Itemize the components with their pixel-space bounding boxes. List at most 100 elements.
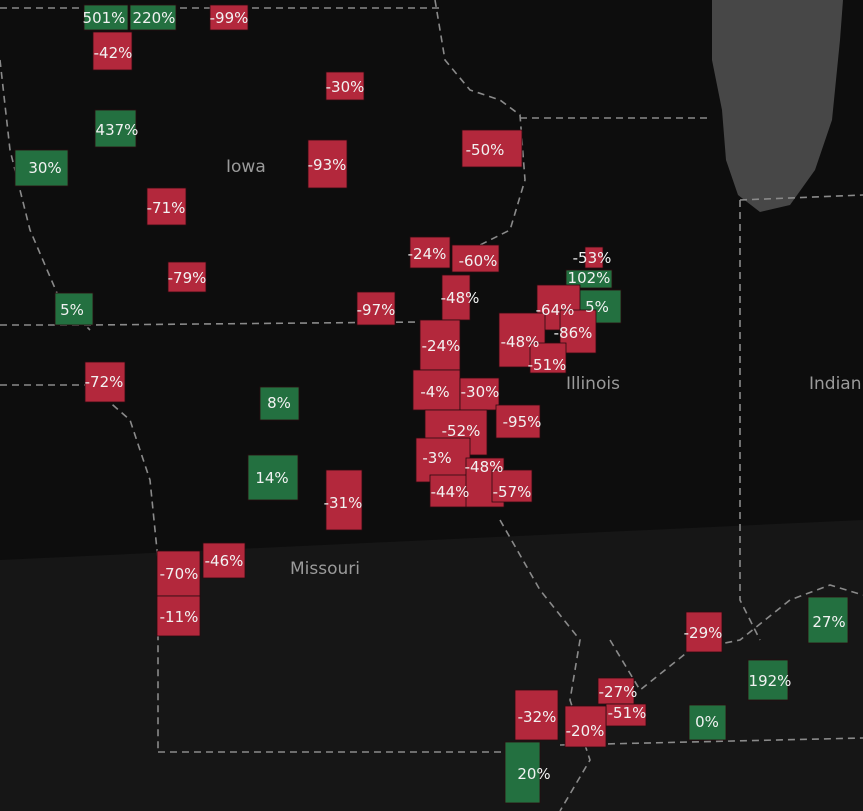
county-change-label: -51% bbox=[608, 704, 647, 722]
lake-michigan bbox=[712, 0, 843, 212]
county-change-label: -60% bbox=[459, 252, 498, 270]
county-decrease[interactable] bbox=[325, 71, 365, 101]
county-change-label: 20% bbox=[517, 765, 550, 783]
county-change-label: -51% bbox=[528, 356, 567, 374]
county-decrease[interactable] bbox=[584, 246, 604, 269]
county-change-label: -3% bbox=[422, 449, 451, 467]
county-increase[interactable] bbox=[14, 149, 69, 187]
county-label-layer: 501% 220% -99% -42% -30% 437% 30% -50% -93% -71% -… bbox=[28, 9, 845, 783]
county-decrease[interactable] bbox=[209, 4, 249, 31]
county-decrease[interactable] bbox=[529, 342, 567, 374]
county-decrease[interactable] bbox=[451, 244, 500, 273]
county-increase[interactable] bbox=[247, 454, 299, 501]
county-decrease[interactable] bbox=[461, 129, 523, 168]
county-increase[interactable] bbox=[259, 386, 300, 421]
border-west-nebraska bbox=[0, 59, 91, 331]
county-decrease[interactable] bbox=[412, 369, 461, 411]
county-change-label: 5% bbox=[585, 298, 609, 316]
county-change-label: 102% bbox=[568, 269, 611, 287]
county-decrease[interactable] bbox=[156, 550, 201, 597]
county-change-label: -48% bbox=[465, 458, 504, 476]
county-change-label: 30% bbox=[28, 159, 61, 177]
county-change-label: 0% bbox=[695, 713, 719, 731]
county-change-label: 192% bbox=[749, 672, 792, 690]
state-label-indiana: Indian bbox=[809, 374, 862, 394]
county-increase[interactable] bbox=[747, 659, 789, 701]
county-decrease[interactable] bbox=[415, 437, 471, 483]
county-decrease[interactable] bbox=[419, 319, 461, 371]
county-change-label: -24% bbox=[422, 337, 461, 355]
county-change-label: -30% bbox=[326, 78, 365, 96]
county-decrease[interactable] bbox=[167, 261, 207, 293]
county-layer bbox=[14, 4, 849, 804]
county-change-label: -11% bbox=[160, 608, 199, 626]
county-change-label: 5% bbox=[60, 301, 84, 319]
county-change-label: -44% bbox=[431, 483, 470, 501]
border-indiana-ohio-river bbox=[689, 584, 863, 651]
county-increase[interactable] bbox=[83, 4, 129, 31]
border-mississippi-north bbox=[434, 0, 526, 246]
state-label-illinois: Illinois bbox=[566, 374, 620, 394]
county-change-label: -4% bbox=[420, 383, 449, 401]
county-increase[interactable] bbox=[129, 4, 177, 31]
county-decrease[interactable] bbox=[307, 139, 348, 189]
county-change-label: -29% bbox=[684, 624, 723, 642]
county-decrease[interactable] bbox=[441, 274, 471, 321]
county-change-label: -48% bbox=[441, 289, 480, 307]
county-decrease[interactable] bbox=[491, 469, 533, 503]
border-indiana-east bbox=[739, 194, 863, 201]
state-label-missouri: Missouri bbox=[290, 559, 360, 579]
border-illinois-indiana bbox=[739, 200, 761, 641]
county-change-label: 27% bbox=[812, 613, 845, 631]
county-decrease[interactable] bbox=[409, 236, 451, 269]
county-change-label: -64% bbox=[536, 301, 575, 319]
county-change-label: -86% bbox=[554, 324, 593, 342]
county-change-label: -50% bbox=[466, 141, 505, 159]
county-change-label: 501% bbox=[83, 9, 126, 27]
county-decrease[interactable] bbox=[429, 474, 473, 508]
county-change-label: 220% bbox=[133, 9, 176, 27]
county-increase[interactable] bbox=[807, 596, 849, 644]
county-change-label: -93% bbox=[308, 156, 347, 174]
county-decrease[interactable] bbox=[564, 705, 607, 748]
county-change-label: -53% bbox=[573, 249, 612, 267]
county-increase[interactable] bbox=[94, 109, 137, 148]
county-decrease[interactable] bbox=[146, 187, 187, 226]
county-decrease[interactable] bbox=[202, 542, 246, 579]
county-decrease[interactable] bbox=[514, 689, 559, 741]
county-decrease[interactable] bbox=[84, 361, 126, 403]
county-change-label: -42% bbox=[94, 44, 133, 62]
county-change-label: -20% bbox=[566, 722, 605, 740]
terrain-shade bbox=[0, 520, 863, 811]
county-increase[interactable] bbox=[504, 741, 541, 804]
county-change-label: 14% bbox=[255, 469, 288, 487]
county-decrease[interactable] bbox=[156, 595, 201, 637]
county-decrease[interactable] bbox=[597, 677, 635, 705]
county-change-label: -97% bbox=[357, 301, 396, 319]
county-increase[interactable] bbox=[688, 704, 727, 741]
county-change-label: -46% bbox=[205, 552, 244, 570]
county-decrease[interactable] bbox=[685, 611, 723, 653]
county-change-label: -32% bbox=[518, 708, 557, 726]
county-change-label: -48% bbox=[501, 333, 540, 351]
county-change-label: -27% bbox=[599, 683, 638, 701]
county-increase[interactable] bbox=[54, 292, 94, 326]
county-change-label: -31% bbox=[324, 494, 363, 512]
county-decrease[interactable] bbox=[356, 291, 396, 326]
county-decrease[interactable] bbox=[495, 404, 541, 439]
county-change-label: -72% bbox=[85, 373, 124, 391]
county-change-label: -99% bbox=[210, 9, 249, 27]
county-change-label: -30% bbox=[461, 383, 500, 401]
state-label-iowa: Iowa bbox=[226, 157, 266, 177]
county-change-label: -95% bbox=[503, 413, 542, 431]
county-change-label: -70% bbox=[160, 565, 199, 583]
county-increase[interactable] bbox=[565, 269, 613, 289]
county-decrease[interactable] bbox=[92, 31, 133, 71]
border-missouri-illinois-south bbox=[499, 519, 591, 811]
border-illinois-kentucky bbox=[609, 639, 691, 692]
county-decrease[interactable] bbox=[325, 469, 363, 531]
border-kentucky-tennessee bbox=[559, 737, 863, 746]
county-change-label: -57% bbox=[493, 483, 532, 501]
